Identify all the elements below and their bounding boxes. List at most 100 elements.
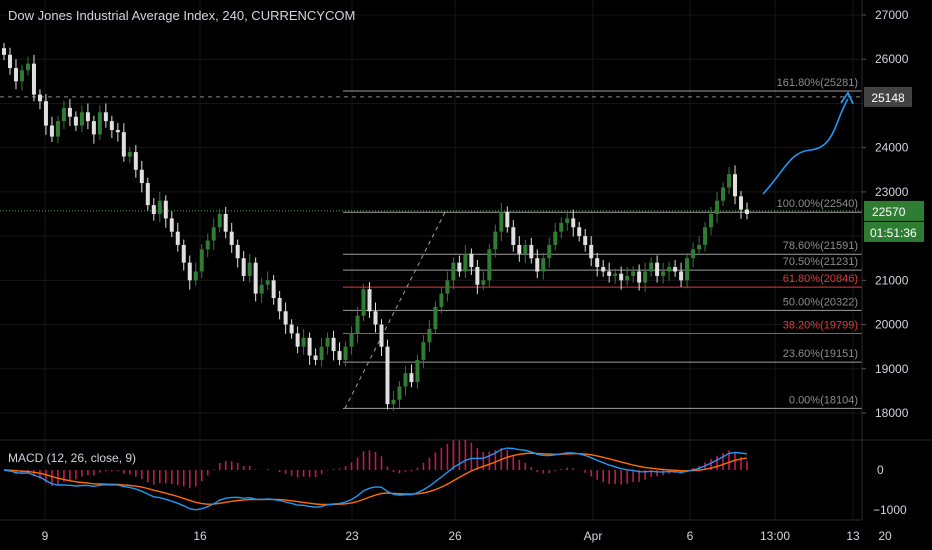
candle-body	[271, 280, 276, 299]
candle-body	[277, 298, 282, 312]
candle-body	[559, 222, 564, 232]
candle-body	[565, 218, 570, 223]
candle-body	[325, 337, 330, 347]
chart-grid	[0, 0, 862, 520]
candle-body	[679, 271, 684, 281]
candle-body	[403, 373, 408, 387]
candle-body	[457, 262, 462, 272]
projection-curve	[762, 98, 849, 195]
candle-body	[2, 48, 6, 55]
macd-tick-label: −1000	[873, 503, 907, 517]
fib-level-label: 0.00%(18104)	[789, 394, 858, 406]
fibonacci-retracement[interactable]: 0.00%(18104) 23.60%(19151) 38.20%(19799) 50…	[0, 77, 862, 409]
candle-body	[259, 284, 264, 294]
candle-body	[415, 359, 420, 383]
candle-body	[49, 125, 54, 137]
candle-body	[19, 70, 24, 82]
candle-body	[43, 101, 48, 126]
time-tick-label: 23	[345, 529, 359, 543]
last-price-box	[864, 200, 924, 221]
candle-body	[541, 258, 546, 272]
price-tick-label: 20000	[875, 318, 909, 332]
candle-body	[265, 280, 270, 285]
candle-body	[715, 200, 720, 214]
time-tick-label: 9	[42, 529, 49, 543]
time-tick-label: 16	[193, 529, 207, 543]
candle-body	[91, 121, 96, 135]
candle-body	[625, 275, 630, 281]
candle-body	[205, 240, 210, 250]
candle-body	[145, 183, 150, 206]
candle-body	[637, 271, 642, 283]
candle-body	[115, 129, 120, 133]
candle-body	[223, 214, 228, 232]
candle-body	[67, 107, 72, 117]
candle-body	[433, 306, 438, 329]
candle-body	[709, 214, 714, 228]
candle-body	[529, 244, 534, 259]
candle-body	[481, 280, 486, 285]
candle-body	[577, 227, 582, 237]
candle-body	[121, 132, 126, 157]
candle-body	[355, 315, 360, 334]
candle-body	[217, 214, 222, 228]
candle-body	[505, 211, 510, 228]
candle-body	[583, 236, 588, 245]
price-tick-label: 23000	[875, 185, 909, 199]
candle-body	[79, 112, 84, 126]
candle-body	[199, 249, 204, 272]
candle-body	[613, 273, 618, 276]
fib-level-label: 50.00%(20322)	[783, 296, 858, 308]
candle-body	[157, 200, 162, 214]
time-tick-label: 26	[448, 529, 462, 543]
candle-body	[151, 205, 156, 214]
macd-tick-label: 0	[877, 463, 884, 477]
candle-body	[253, 262, 258, 294]
candle-body	[241, 258, 246, 276]
candle-body	[367, 289, 372, 312]
candle-body	[733, 174, 738, 197]
time-tick-label: 6	[687, 529, 694, 543]
price-tick-label: 27000	[875, 8, 909, 22]
fib-level-label: 70.50%(21231)	[783, 256, 858, 268]
candle-body	[721, 187, 726, 201]
candle-body	[127, 152, 132, 157]
candle-body	[7, 54, 12, 69]
candle-body	[283, 311, 288, 325]
candle-body	[331, 337, 336, 352]
candle-body	[307, 337, 312, 356]
projection-arrow[interactable]	[762, 91, 854, 195]
macd-line	[3, 447, 748, 511]
candle-body	[391, 399, 396, 405]
candle-body	[313, 355, 318, 360]
candle-body	[469, 253, 474, 268]
candle-body	[523, 244, 528, 254]
candle-body	[439, 293, 444, 307]
candle-body	[163, 200, 168, 219]
candle-body	[55, 121, 60, 137]
candle-body	[619, 273, 624, 281]
candle-body	[667, 267, 672, 272]
candle-body	[337, 351, 342, 360]
fib-level-label: 100.00%(22540)	[777, 198, 858, 210]
candle-body	[673, 267, 678, 272]
price-tick-label: 24000	[875, 141, 909, 155]
candle-body	[745, 209, 749, 214]
price-tick-label: 18000	[875, 406, 909, 420]
candle-body	[373, 311, 378, 325]
candle-body	[85, 112, 90, 122]
candle-body	[685, 258, 690, 281]
candle-body	[703, 227, 708, 245]
fib-level-label: 23.60%(19151)	[783, 348, 858, 360]
candle-body	[301, 337, 306, 347]
candle-body	[169, 218, 174, 232]
candle-body	[319, 346, 324, 360]
candle-body	[25, 63, 30, 71]
candle-body	[175, 231, 180, 245]
candle-body	[727, 174, 732, 188]
candle-body	[697, 244, 702, 250]
candle-body	[409, 373, 414, 383]
candle-body	[97, 112, 102, 135]
candle-body	[193, 271, 198, 281]
